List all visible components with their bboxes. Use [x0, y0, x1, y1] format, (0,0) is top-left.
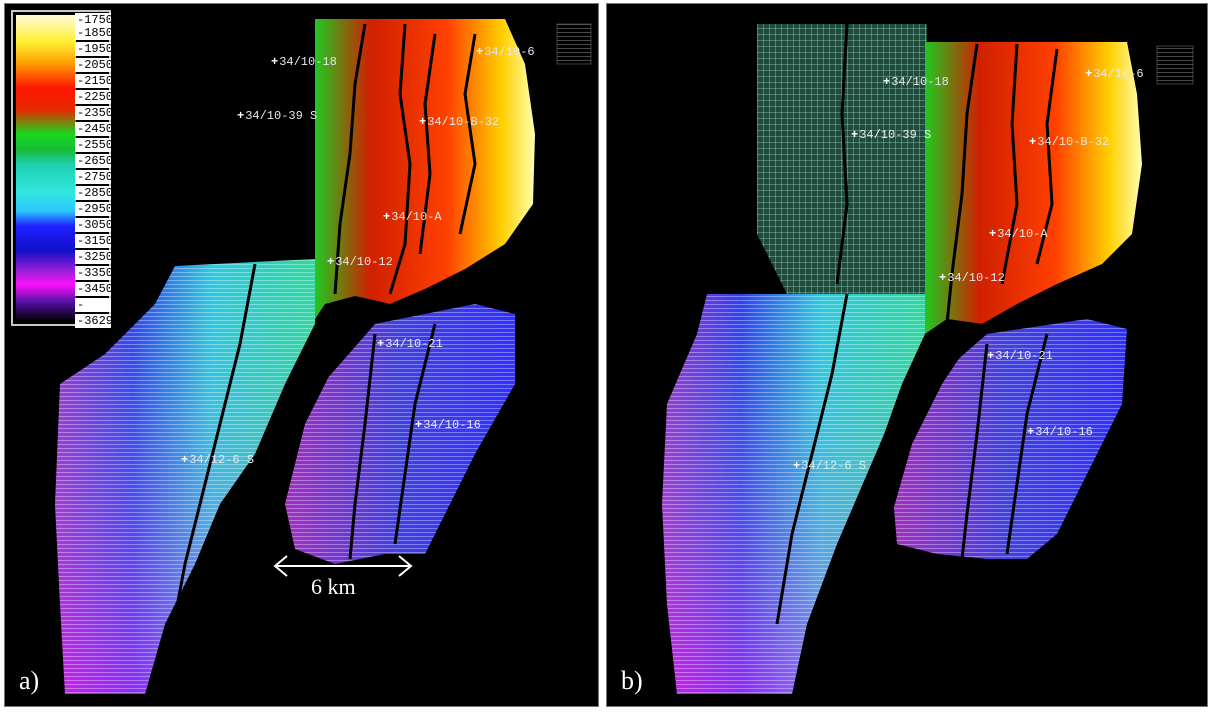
well-label: 34/12-6 S: [181, 454, 254, 466]
legend-tick-label: -3150: [75, 234, 114, 248]
survey-fragment: [1156, 45, 1194, 85]
fault-lines: [168, 23, 477, 645]
well-label: 34/10-39 S: [237, 110, 317, 122]
depth-color-legend: -1750 -1850 -1950 -2050 -2150 -2250 -2350 -2450…: [11, 10, 114, 328]
well-label: 34/10-6: [1085, 68, 1143, 80]
map-panel-b: 34/10-18 34/10-6 34/10-39 S 34/10-B-32 3…: [606, 3, 1208, 707]
depth-map-b: [662, 23, 1194, 694]
well-label: 34/10-16: [1027, 426, 1093, 438]
well-label: 34/10-6: [476, 46, 534, 58]
north-fault-block: [925, 42, 1142, 334]
depth-map-a: [55, 19, 592, 694]
well-label: 34/10-A: [383, 211, 441, 223]
panel-letter-a: a): [19, 666, 40, 695]
legend-tick-label: -2350: [75, 106, 114, 120]
well-label: 34/10-16: [415, 419, 481, 431]
panel-letter-b: b): [621, 666, 643, 695]
legend-tick-label: -2150: [75, 74, 114, 88]
well-label: 34/10-A: [989, 228, 1047, 240]
legend-tick-label: -1950: [75, 42, 114, 56]
north-fault-block: [315, 19, 535, 319]
legend-tick-label: -1850: [75, 26, 114, 40]
legend-tick-label: -2050: [75, 58, 114, 72]
well-label: 34/10-12: [939, 272, 1005, 284]
legend-tick-label: -2450: [75, 122, 114, 136]
scale-bar: [273, 555, 413, 577]
legend-tick-label: -3350: [75, 266, 114, 280]
legend-tick-label: -2950: [75, 202, 114, 216]
map-panel-a: -1750 -1850 -1950 -2050 -2150 -2250 -2350 -2450…: [4, 3, 599, 707]
well-label: 34/10-B-32: [419, 116, 499, 128]
scale-bar-label: 6 km: [311, 574, 356, 599]
legend-tick-label: -3450: [75, 282, 114, 296]
central-graben: [235, 296, 390, 564]
central-graben: [847, 319, 982, 594]
legend-tick-label: -2850: [75, 186, 114, 200]
survey-fragment: [556, 23, 592, 65]
legend-tick-label: -2550: [75, 138, 114, 152]
color-ramp: [16, 15, 76, 321]
well-label: 34/10-21: [987, 350, 1053, 362]
well-label: 34/10-12: [327, 256, 393, 268]
legend-tick-label: -2250: [75, 90, 114, 104]
legend-tick-label: -: [75, 298, 111, 312]
fault-lines: [775, 23, 1059, 625]
well-label: 34/10-21: [377, 338, 443, 350]
well-label: 34/10-18: [883, 76, 949, 88]
well-label: 34/10-18: [271, 56, 337, 68]
well-label: 34/10-39 S: [851, 129, 931, 141]
legend-tick-label: -3250: [75, 250, 114, 264]
well-label: 34/12-6 S: [793, 460, 866, 472]
well-label: 34/10-B-32: [1029, 136, 1109, 148]
legend-tick-label: -1750: [75, 13, 114, 27]
legend-tick-label: -2750: [75, 170, 114, 184]
gridded-interpolation-area: [757, 24, 927, 294]
legend-tick-label: -3050: [75, 218, 114, 232]
legend-tick-label: -3629: [75, 314, 114, 328]
legend-tick-label: -2650: [75, 154, 114, 168]
